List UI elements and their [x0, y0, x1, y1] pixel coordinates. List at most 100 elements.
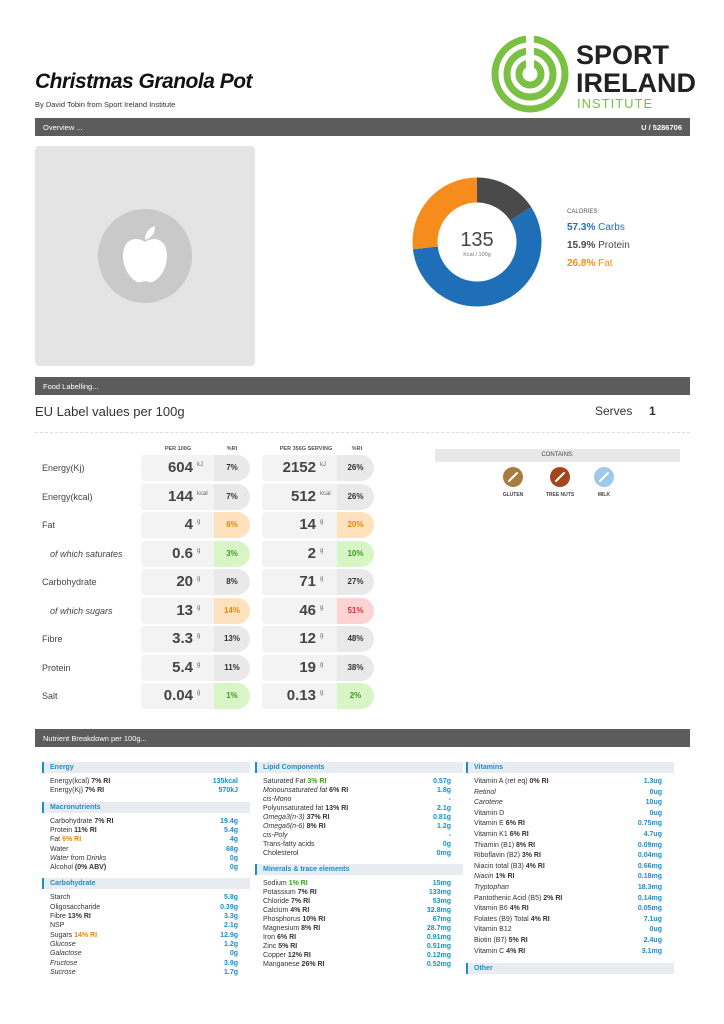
nutrient-text: Sodium	[263, 880, 287, 887]
serves-label: Serves	[595, 404, 633, 418]
nutrient-value: 0.66mg	[637, 862, 662, 870]
unit: g	[320, 604, 324, 611]
section-bar: Nutrient Breakdown per 100g...	[35, 729, 690, 747]
ri-text: 12% RI	[287, 952, 311, 959]
unit: g	[197, 576, 201, 582]
nutrient-label: Vitamin K1 6% RI	[474, 831, 529, 838]
nutrient-label: Retinol	[474, 789, 496, 796]
nutrient-value: 28.7mg	[426, 925, 451, 932]
nutrient-label: Magnesium 8% RI	[263, 925, 320, 932]
ri-badge: 13%	[214, 626, 250, 652]
unit: kcal	[197, 490, 208, 497]
nutrient-text: Riboflavin (B2)	[474, 852, 520, 860]
ri-text: 5% RI	[278, 943, 298, 950]
value: 0.6	[172, 544, 193, 562]
value: 46	[299, 601, 316, 619]
nutrient-text: Oligosaccharide	[50, 903, 101, 911]
value-box	[141, 540, 214, 567]
unit: g	[197, 690, 201, 696]
ri-text: 37% RI	[306, 814, 330, 821]
nutrient-value: 18.3mg	[637, 884, 662, 891]
nutrient-name: of which saturates	[50, 548, 123, 559]
nutrient-name: Fat	[42, 520, 56, 530]
value: 0.13	[286, 687, 316, 704]
unit: g	[320, 547, 324, 554]
value: 3.3	[172, 630, 193, 647]
legend-value: 26.8%	[567, 258, 596, 269]
nutrient-name: Protein	[42, 662, 71, 673]
value: 604	[167, 459, 193, 476]
value-box	[141, 626, 214, 652]
nutrient-value: 0g	[229, 854, 238, 862]
section-header: Carbohydrate	[42, 878, 250, 890]
nutrient-label: Vitamin A (ret eq) 0% RI	[474, 778, 549, 785]
ri-text: 4% RI	[290, 907, 310, 914]
apple-leaf	[145, 226, 155, 240]
nutrient-value: 2.1g	[436, 805, 451, 812]
allergen-glyph	[599, 472, 609, 482]
nutrient-text: Vitamin E	[474, 820, 504, 828]
nutrient-text: Vitamin B6	[474, 905, 508, 913]
user-id: U / 5286706	[641, 123, 682, 132]
ri-badge: 48%	[337, 626, 374, 652]
nutrient-text: Zinc	[263, 943, 277, 950]
nutrient-label: Vitamin C 4% RI	[474, 948, 525, 955]
donut-segment	[476, 177, 532, 222]
nutrient-label: Fructose	[50, 960, 77, 967]
nutrient-label: Omega3(n-3) 37% RI	[263, 814, 330, 821]
nutrient-label: Carbohydrate 7% RI	[50, 818, 113, 825]
ri-text: (0% ABV)	[74, 864, 107, 872]
value: 19	[299, 658, 316, 676]
value: 0.04	[163, 687, 193, 704]
ri-text: 2% RI	[543, 894, 563, 902]
nutrient-label: Fat 6% RI	[50, 836, 81, 843]
nutrient-text: Polyunsaturated fat	[263, 805, 324, 812]
nutrient-value: 133mg	[428, 889, 451, 896]
value-box	[262, 483, 337, 510]
nutrient-text: Glucose	[50, 940, 76, 948]
nutrient-value: -	[448, 796, 451, 803]
unit: g	[320, 633, 324, 639]
logo-subtext: INSTITUTE	[577, 96, 654, 111]
nutrient-text: Water	[50, 845, 69, 853]
nutrient-label: Sugars 14% RI	[50, 932, 97, 939]
ri-text: 26% RI	[301, 961, 325, 968]
nutrient-value: 135kcal	[212, 778, 238, 785]
nutrient-value: 10ug	[645, 799, 662, 807]
nutrient-value: 1.2g	[223, 940, 238, 948]
nutrient-text: Manganese	[263, 961, 300, 968]
nutrient-label: Manganese 26% RI	[263, 961, 325, 968]
value-box	[141, 654, 214, 681]
nutrient-label: Energy(kcal) 7% RI	[50, 778, 110, 785]
nutrient-value: 0.04mg	[637, 852, 662, 860]
legend-item: 15.9% Protein	[567, 240, 630, 251]
value-box	[141, 483, 214, 510]
bar-label: Food Labelling...	[43, 382, 99, 391]
nutrient-label: Iron 6% RI	[263, 934, 296, 941]
nutrient-value: 12.9g	[220, 931, 238, 939]
nutrient-text: Niacin total (B3)	[474, 862, 524, 870]
nutrient-text: NSP	[50, 922, 65, 930]
nutrient-label: Energy(Kj) 7% RI	[50, 787, 104, 794]
nutrient-text: Monounsaturated fat	[263, 787, 328, 794]
nutrient-label: NSP	[50, 922, 64, 929]
legend-name: Fat	[598, 258, 613, 269]
ri-badge: 6%	[214, 512, 250, 538]
nutrient-value: 0g	[442, 841, 451, 848]
nutrient-label: Protein 11% RI	[50, 827, 97, 834]
value-box	[141, 569, 214, 595]
unit: g	[197, 547, 201, 554]
nutrient-value: 1.2g	[436, 823, 451, 830]
nutrient-value: 0.14mg	[637, 894, 662, 902]
byline: By David Tobin from Sport Ireland Instit…	[35, 100, 176, 109]
ri-badge: 51%	[337, 597, 374, 624]
label-heading: EU Label values per 100g	[35, 404, 185, 419]
ri-badge: 14%	[214, 597, 250, 624]
ri-text: 7% RI	[94, 817, 114, 825]
contains-heading: CONTAINS:	[541, 452, 574, 458]
ri-badge: 26%	[337, 455, 374, 481]
serves-value: 1	[649, 404, 656, 418]
nutrient-label: Niacin 1% RI	[474, 873, 514, 880]
ri-text: 4% RI	[509, 905, 529, 913]
ri-badge: 38%	[337, 654, 374, 681]
